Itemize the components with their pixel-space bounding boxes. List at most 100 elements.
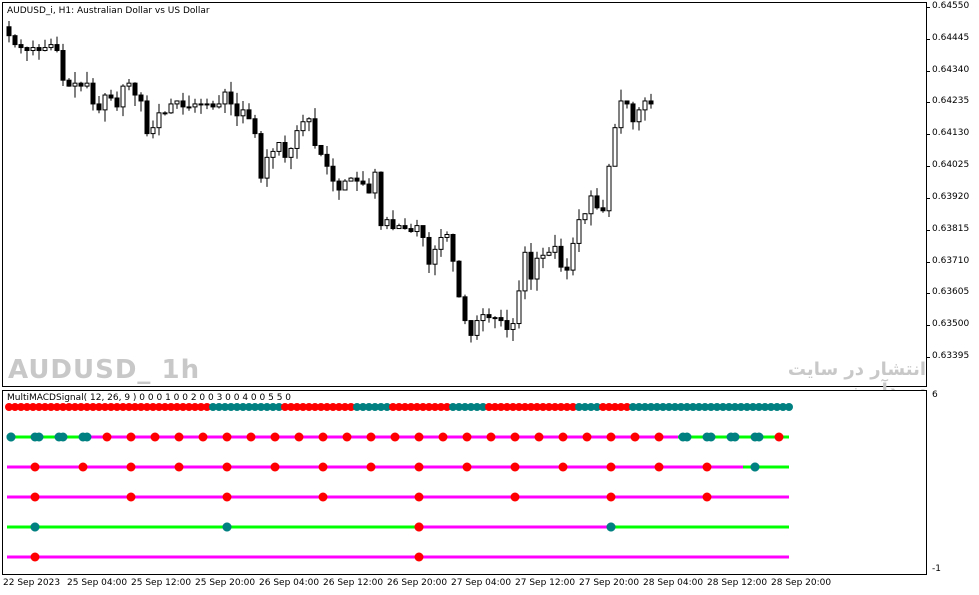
candle (48, 38, 54, 51)
candle (246, 103, 252, 120)
price-chart-pane[interactable]: AUDUSD_i, H1: Australian Dollar vs US Do… (2, 2, 927, 401)
candle (444, 231, 450, 242)
signal-dot (606, 432, 616, 442)
signal-dot (527, 403, 535, 411)
indicator-scale-top: 6 (932, 390, 938, 400)
bull-candle-body (72, 82, 78, 87)
candle (288, 147, 294, 170)
bear-candle-body (360, 180, 366, 185)
indicator-scale-bottom: -1 (932, 564, 941, 574)
price-tick-label: 0.63395 (932, 351, 970, 361)
signal-dot (539, 403, 547, 411)
candle (618, 89, 624, 134)
bull-candle-body (174, 100, 180, 105)
price-tick-label: 0.63815 (932, 223, 970, 234)
signal-dot (203, 403, 211, 411)
signal-dot (341, 403, 349, 411)
candle (144, 95, 150, 137)
signal-dot (449, 403, 457, 411)
bull-candle-body (552, 245, 558, 253)
signal-dot (599, 403, 607, 411)
signal-dot (521, 403, 529, 411)
symbol-watermark: AUDUSD_ 1h (8, 355, 201, 385)
bear-candle-body (468, 320, 474, 336)
bear-candle-body (324, 153, 330, 167)
candle (498, 309, 504, 327)
signal-dot (239, 403, 247, 411)
signal-dot (582, 432, 592, 442)
signal-dot (161, 403, 169, 411)
signal-dot (702, 462, 712, 472)
bear-candle-body (246, 109, 252, 120)
candle (210, 100, 216, 110)
candle (186, 95, 192, 111)
signal-dot (41, 403, 49, 411)
signal-dot (671, 403, 679, 411)
bear-candle-body (132, 82, 138, 96)
signal-dot (491, 403, 499, 411)
signal-dot (221, 403, 229, 411)
signal-dot (654, 432, 664, 442)
bull-candle-body (516, 290, 522, 325)
signal-dot (413, 403, 421, 411)
candle (492, 316, 498, 329)
candle (486, 308, 492, 323)
bear-candle-body (456, 260, 462, 298)
price-tick-mark (927, 293, 930, 295)
signal-dot (77, 403, 85, 411)
candle (534, 251, 540, 291)
price-tick-label: 0.64550 (932, 1, 970, 11)
candle (252, 114, 258, 138)
signal-dot (359, 403, 367, 411)
candle (270, 148, 276, 169)
signal-dot (143, 403, 151, 411)
time-tick-label: 26 Sep 04:00 (259, 578, 320, 588)
bull-candle-body (102, 94, 108, 111)
bull-candle-body (288, 147, 294, 158)
candle (306, 117, 312, 132)
candle (606, 163, 612, 218)
candle (612, 123, 618, 167)
candle (546, 247, 552, 257)
signal-dot (557, 403, 565, 411)
price-tick-mark (927, 261, 930, 263)
signal-dot (785, 403, 793, 411)
indicator-pane[interactable]: MultiMACDSignal( 12, 26, 9 ) 0 0 0 1 0 0… (2, 390, 927, 575)
signal-dot (455, 403, 463, 411)
bear-candle-body (108, 94, 114, 99)
candle (114, 91, 120, 111)
bull-candle-body (444, 234, 450, 238)
signal-dot (701, 403, 709, 411)
price-tick-mark (927, 229, 930, 231)
candle (432, 245, 438, 276)
signal-dot (82, 432, 92, 442)
signal-dot (510, 492, 520, 502)
signal-dot (35, 403, 43, 411)
signal-dot (503, 403, 511, 411)
candle (600, 199, 606, 213)
signal-dot (53, 403, 61, 411)
candle (54, 36, 60, 53)
bear-candle-body (318, 144, 324, 155)
bull-candle-body (480, 314, 486, 322)
time-tick-label: 28 Sep 12:00 (707, 578, 768, 588)
signal-dot (293, 403, 301, 411)
signal-dot (318, 462, 328, 472)
signal-dot (414, 492, 424, 502)
bear-candle-body (96, 103, 102, 111)
candle (354, 171, 360, 191)
signal-dot (486, 432, 496, 442)
bull-candle-body (204, 103, 210, 106)
time-tick-label: 27 Sep 12:00 (515, 578, 576, 588)
bull-candle-body (300, 121, 306, 132)
signal-dot (317, 403, 325, 411)
candle (102, 93, 108, 122)
candle (324, 145, 330, 175)
candle (282, 135, 288, 163)
bear-candle-body (54, 44, 60, 52)
candle (366, 178, 372, 194)
bear-candle-body (402, 225, 408, 230)
signal-dot (689, 403, 697, 411)
signal-dot (222, 492, 232, 502)
bear-candle-body (426, 236, 432, 265)
